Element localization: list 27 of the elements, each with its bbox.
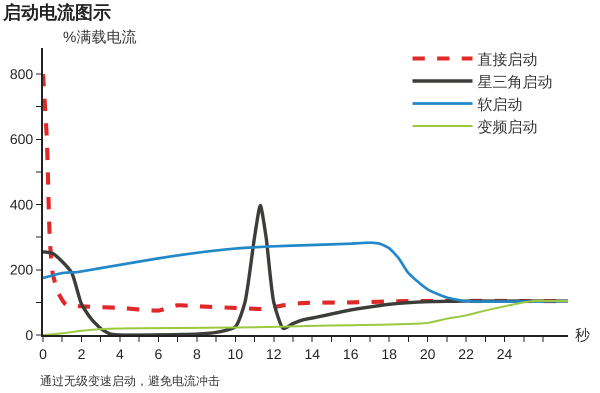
x-tick-label: 10 bbox=[228, 346, 244, 362]
x-tick-label: 8 bbox=[192, 346, 201, 362]
y-tick-label: 400 bbox=[10, 196, 34, 212]
line-series bbox=[43, 241, 568, 303]
y-tick-label: 600 bbox=[10, 131, 34, 148]
x-tick-label: 0 bbox=[39, 346, 48, 362]
y-tick-label: 0 bbox=[25, 326, 34, 343]
x-tick-label: 20 bbox=[420, 346, 436, 362]
legend-label: 直接启动 bbox=[478, 51, 538, 68]
legend-label: 星三角启动 bbox=[478, 74, 552, 91]
legend-label: 软启动 bbox=[478, 96, 522, 114]
y-axis-title: %满载电流 bbox=[63, 29, 136, 46]
x-tick-label: 22 bbox=[458, 346, 474, 362]
x-tick-label: 24 bbox=[496, 346, 513, 362]
x-tick-label: 18 bbox=[381, 346, 398, 362]
x-tick-label: 4 bbox=[116, 346, 124, 362]
y-tick-label: 200 bbox=[10, 262, 34, 278]
x-tick-label: 12 bbox=[266, 346, 282, 362]
x-tick-label: 16 bbox=[342, 346, 359, 362]
legend-label: 变频启动 bbox=[478, 118, 538, 136]
chart-title: 启动电流图示 bbox=[2, 2, 111, 22]
x-tick-label: 14 bbox=[304, 346, 320, 362]
x-tick-label: 2 bbox=[78, 346, 86, 362]
x-axis-title: 秒 bbox=[575, 327, 590, 344]
x-tick-label: 6 bbox=[154, 346, 162, 362]
y-tick-label: 800 bbox=[10, 66, 34, 82]
text: 通过无级变速启动，避免电流冲击 bbox=[40, 374, 220, 388]
